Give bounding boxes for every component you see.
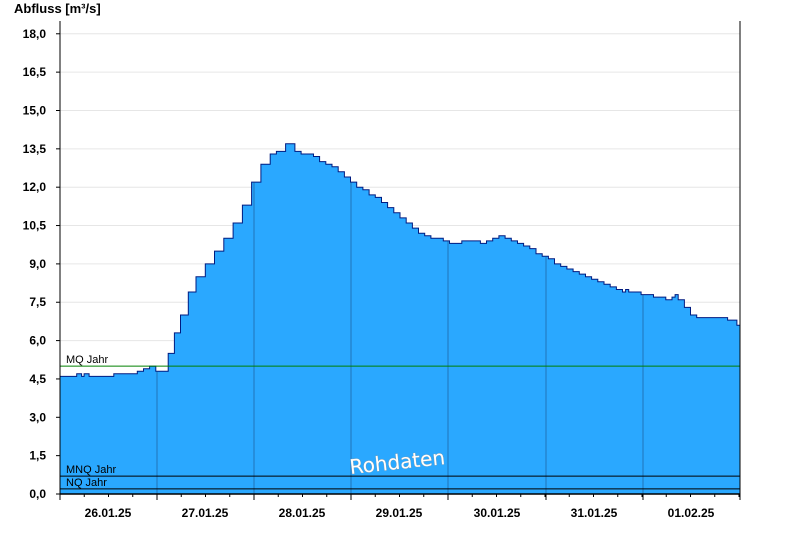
reference-label: NQ Jahr	[66, 477, 107, 489]
y-tick-label: 1,5	[29, 449, 46, 463]
x-tick-label: 29.01.25	[376, 506, 423, 520]
y-axis-title: Abfluss [m³/s]	[14, 1, 101, 16]
y-tick-label: 6,0	[29, 334, 46, 348]
x-tick-label: 26.01.25	[85, 506, 132, 520]
y-tick-label: 9,0	[29, 257, 46, 271]
y-tick-label: 12,0	[23, 180, 47, 194]
x-tick-label: 27.01.25	[182, 506, 229, 520]
y-tick-label: 13,5	[23, 142, 47, 156]
reference-label: MQ Jahr	[66, 354, 109, 366]
reference-label: MNQ Jahr	[66, 464, 116, 476]
x-axis-ticks: 26.01.25 27.01.25 28.01.25 29.01.25 30.01.25…	[59, 494, 741, 520]
y-tick-label: 18,0	[23, 27, 47, 41]
y-tick-label: 4,5	[29, 372, 46, 386]
discharge-line	[60, 143, 741, 377]
discharge-area-fill	[60, 143, 740, 494]
discharge-area	[60, 143, 741, 494]
x-tick-label: 01.02.25	[668, 506, 715, 520]
x-tick-label: 31.01.25	[571, 506, 618, 520]
y-tick-label: 16,5	[23, 65, 47, 79]
x-tick-label: 28.01.25	[279, 506, 326, 520]
y-tick-label: 15,0	[23, 103, 47, 117]
y-tick-label: 10,5	[23, 219, 47, 233]
y-tick-label: 0,0	[29, 487, 46, 501]
y-tick-label: 3,0	[29, 410, 46, 424]
x-tick-label: 30.01.25	[474, 506, 521, 520]
y-tick-label: 7,5	[29, 295, 46, 309]
y-axis-ticks: 0,0 1,5 3,0 4,5 6,0 7,5 9,0 10,5 12,0 13,5 15,0 16,…	[23, 27, 60, 501]
